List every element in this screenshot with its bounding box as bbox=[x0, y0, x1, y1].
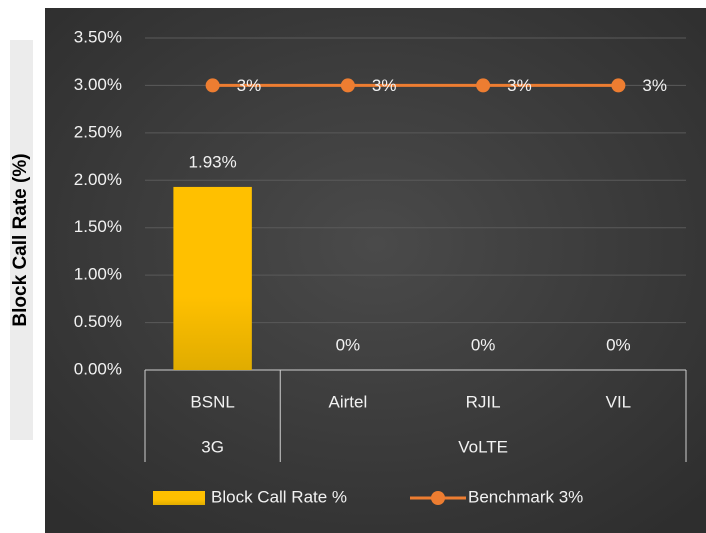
x-tick-label: RJIL bbox=[466, 392, 501, 411]
data-label: 3% bbox=[507, 76, 532, 95]
x-tick-label: Airtel bbox=[329, 392, 368, 411]
y-tick-label: 0.50% bbox=[74, 312, 122, 331]
line-point bbox=[340, 78, 355, 93]
line-point bbox=[476, 78, 491, 93]
group-label: VoLTE bbox=[458, 437, 508, 456]
y-tick-label: 2.00% bbox=[74, 170, 122, 189]
legend-swatch-dot bbox=[431, 491, 445, 505]
legend-label: Block Call Rate % bbox=[211, 487, 347, 506]
legend-swatch bbox=[153, 491, 205, 505]
data-label: 0% bbox=[606, 335, 631, 354]
y-tick-label: 0.00% bbox=[74, 359, 122, 378]
line-point bbox=[205, 78, 220, 93]
chart-background bbox=[45, 8, 706, 533]
x-tick-label: BSNL bbox=[190, 392, 234, 411]
y-axis-title: Block Call Rate (%) bbox=[10, 153, 31, 326]
x-tick-label: VIL bbox=[606, 392, 632, 411]
line-point bbox=[611, 78, 626, 93]
axis-title-box bbox=[10, 40, 33, 440]
data-label: 3% bbox=[642, 76, 667, 95]
group-label: 3G bbox=[201, 437, 224, 456]
data-label: 3% bbox=[372, 76, 397, 95]
data-label: 3% bbox=[237, 76, 262, 95]
y-tick-label: 2.50% bbox=[74, 122, 122, 141]
data-label: 0% bbox=[471, 335, 496, 354]
y-tick-label: 1.50% bbox=[74, 217, 122, 236]
legend-label: Benchmark 3% bbox=[468, 487, 583, 506]
y-tick-label: 3.50% bbox=[74, 27, 122, 46]
y-tick-label: 3.00% bbox=[74, 75, 122, 94]
bar bbox=[173, 186, 252, 370]
y-tick-label: 1.00% bbox=[74, 265, 122, 284]
data-label: 1.93% bbox=[189, 152, 237, 171]
data-label: 0% bbox=[336, 335, 361, 354]
